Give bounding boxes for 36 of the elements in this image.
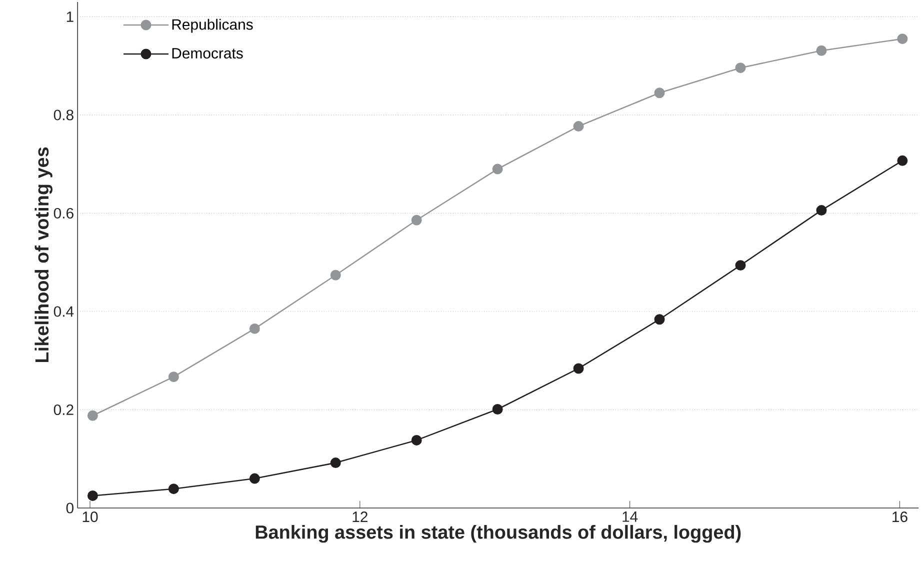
point: [573, 363, 584, 374]
point: [411, 434, 422, 446]
y-tick-label: 0.8: [54, 110, 74, 120]
y-tick-label: 0.2: [54, 404, 74, 416]
point: [168, 372, 179, 382]
point: [735, 62, 746, 74]
x-tick-label: 12: [352, 512, 368, 522]
y-axis-title: Likelihood of voting yes: [34, 147, 52, 362]
point: [816, 45, 827, 56]
x-tick-label: 10: [82, 512, 98, 522]
point: [573, 121, 584, 132]
x-tick-label: 14: [622, 512, 638, 522]
point: [330, 458, 341, 468]
point: [897, 34, 908, 44]
y-tick-label: 0.4: [54, 306, 74, 317]
point: [249, 473, 260, 484]
point: [492, 164, 503, 174]
y-tick-label: 0.6: [54, 208, 74, 219]
point: [654, 314, 665, 325]
point: [897, 155, 908, 166]
point: [168, 484, 179, 494]
point: [654, 88, 665, 98]
point: [411, 214, 422, 226]
y-tick-label: 0: [66, 502, 74, 514]
point: [249, 323, 260, 334]
point: [816, 205, 827, 216]
y-tick-label: 1: [66, 12, 74, 22]
point: [330, 270, 341, 280]
x-axis-title: Banking assets in state (thousands of dollars, logged): [256, 524, 741, 543]
legend-label: Republicans: [172, 18, 253, 33]
legend-label: Democrats: [172, 48, 243, 59]
point: [735, 260, 746, 271]
x-tick-label: 16: [892, 512, 908, 522]
point: [87, 490, 98, 501]
point: [87, 410, 98, 421]
point: [492, 404, 503, 415]
